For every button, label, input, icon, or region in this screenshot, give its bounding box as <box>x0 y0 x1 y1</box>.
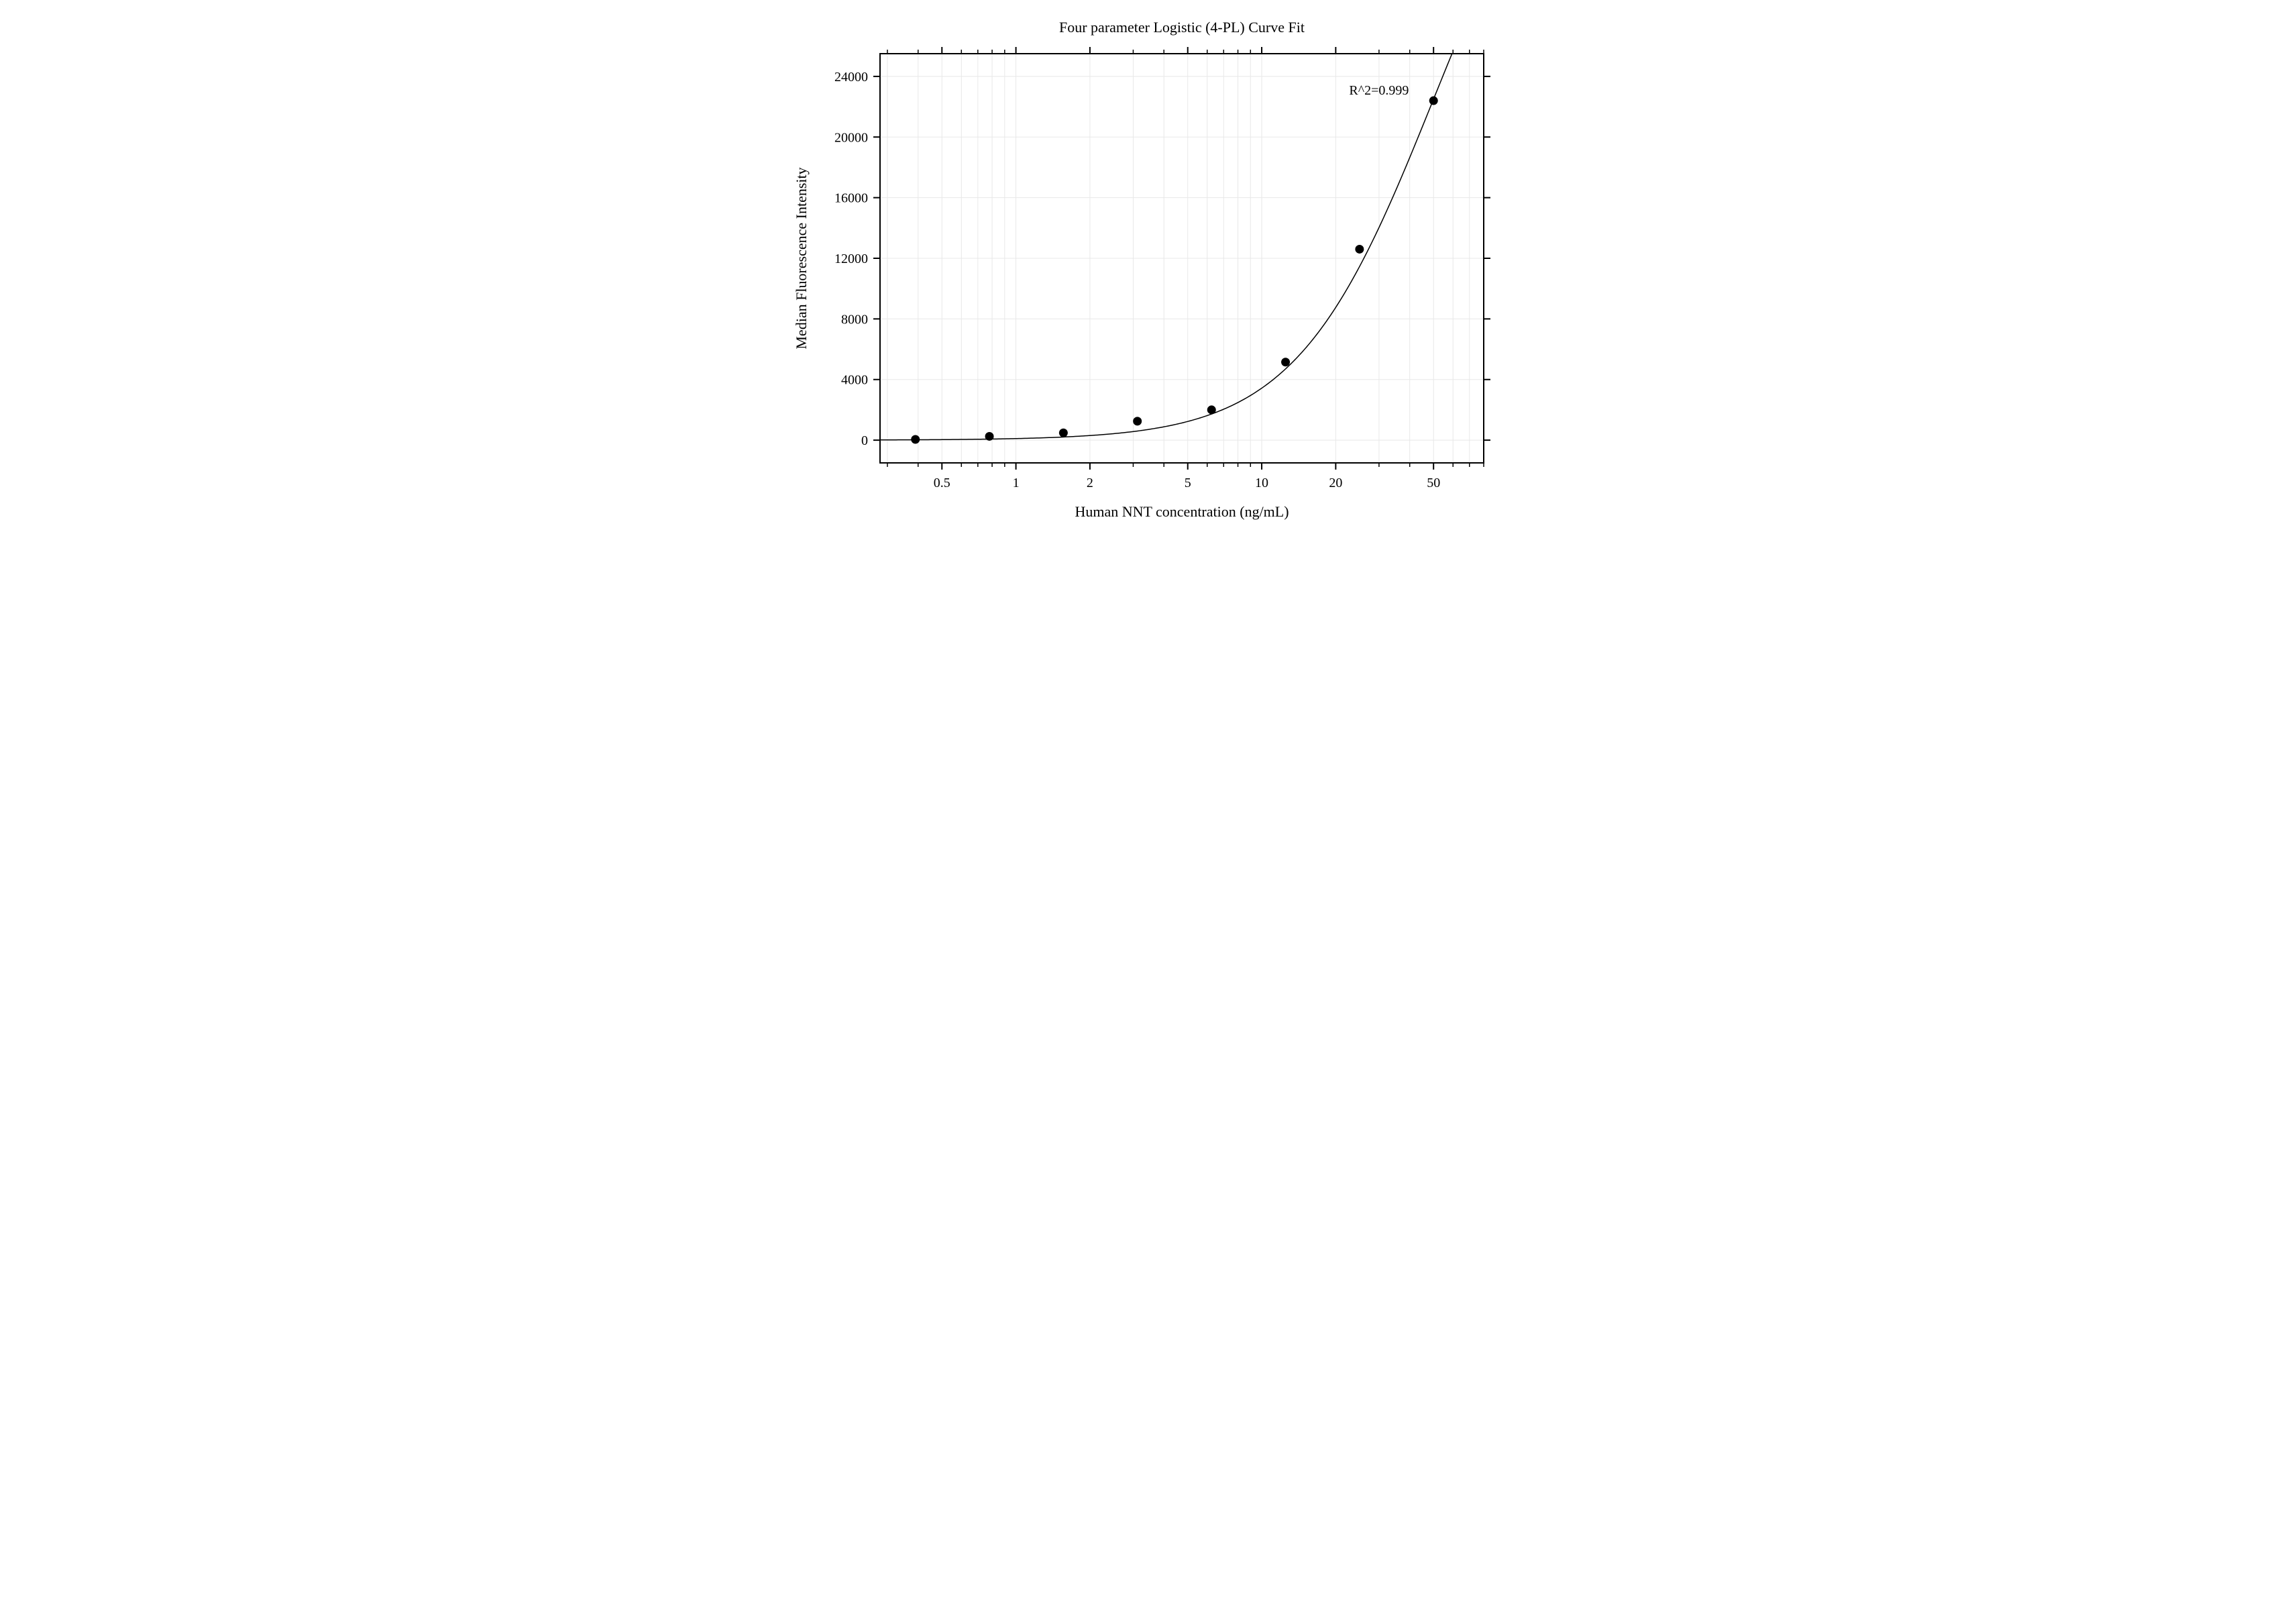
svg-text:4000: 4000 <box>841 373 868 388</box>
svg-text:0: 0 <box>861 433 868 448</box>
r-squared-annotation: R^2=0.999 <box>1349 83 1409 98</box>
x-axis-label: Human NNT concentration (ng/mL) <box>1075 503 1289 520</box>
svg-text:20000: 20000 <box>834 130 868 145</box>
svg-text:8000: 8000 <box>841 312 868 327</box>
chart-title: Four parameter Logistic (4-PL) Curve Fit <box>1059 19 1305 36</box>
chart-container: 0.5 1 2 5 10 20 50 0 4000 8000 12000 16000 20000 2400… <box>746 0 1551 562</box>
svg-text:24000: 24000 <box>834 70 868 85</box>
svg-text:1: 1 <box>1012 476 1019 490</box>
svg-text:12000: 12000 <box>834 252 868 266</box>
svg-text:20: 20 <box>1329 476 1342 490</box>
svg-text:10: 10 <box>1255 476 1268 490</box>
svg-text:2: 2 <box>1086 476 1093 490</box>
svg-text:50: 50 <box>1427 476 1440 490</box>
y-axis-label: Median Fluorescence Intensity <box>793 167 810 349</box>
svg-text:0.5: 0.5 <box>933 476 950 490</box>
svg-text:5: 5 <box>1184 476 1191 490</box>
svg-text:16000: 16000 <box>834 191 868 206</box>
chart-svg: 0.5 1 2 5 10 20 50 0 4000 8000 12000 16000 20000 2400… <box>746 0 1551 562</box>
